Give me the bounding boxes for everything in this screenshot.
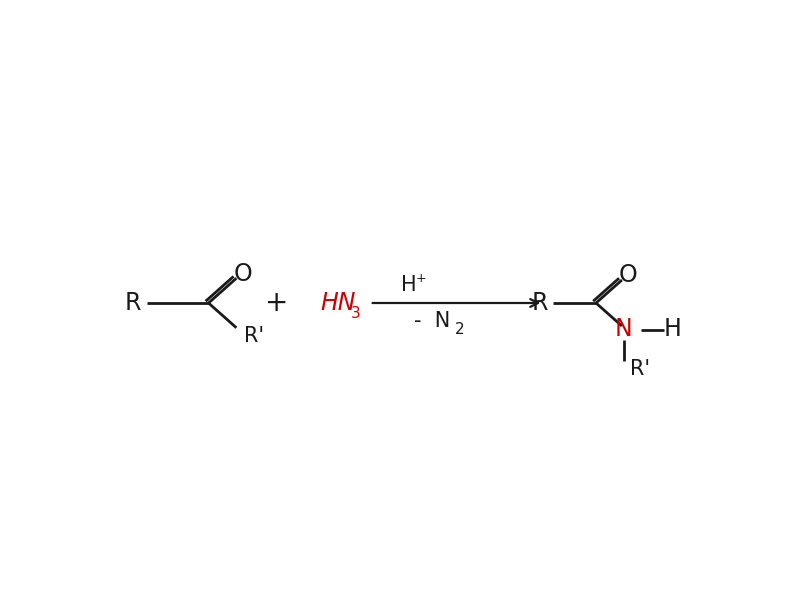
Text: N: N — [615, 317, 633, 341]
Text: R: R — [531, 291, 548, 315]
Text: R': R' — [630, 359, 650, 379]
Text: R': R' — [244, 326, 264, 346]
Text: -  N: - N — [414, 311, 450, 331]
Text: H: H — [663, 317, 681, 341]
Text: +: + — [265, 289, 288, 317]
Text: 2: 2 — [454, 322, 465, 337]
Text: HN: HN — [320, 291, 355, 315]
Text: R: R — [125, 291, 142, 315]
Text: O: O — [234, 262, 252, 286]
Text: +: + — [416, 272, 426, 285]
Text: H: H — [401, 275, 417, 295]
Text: 3: 3 — [351, 305, 361, 320]
Text: O: O — [618, 263, 638, 287]
